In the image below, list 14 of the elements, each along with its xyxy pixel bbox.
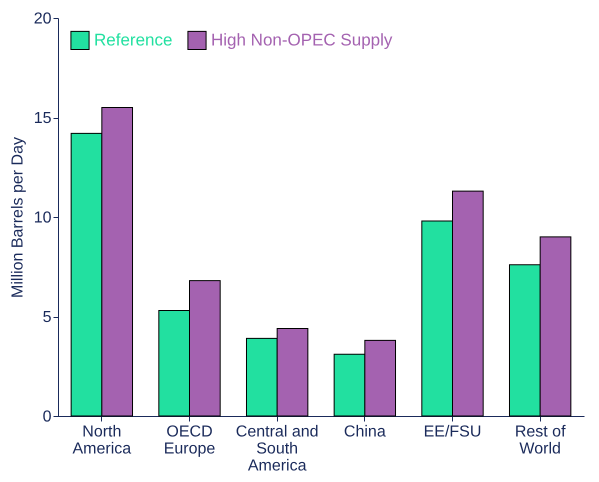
y-axis-title: Million Barrels per Day (10, 137, 27, 298)
y-tick-label: 0 (42, 408, 52, 426)
x-tick-label: Rest of World (514, 424, 566, 458)
y-tick-label: 10 (34, 210, 52, 226)
x-tick-label: North America (72, 424, 132, 458)
y-tick-label: 5 (42, 309, 52, 326)
x-tick-label: China (344, 424, 386, 440)
legend-label: Reference (94, 30, 172, 50)
x-tick-label: EE/FSU (424, 424, 482, 440)
legend-label: High Non-OPEC Supply (211, 30, 393, 50)
x-tick-label: Central and South America (236, 424, 319, 474)
y-tick-label: 15 (34, 110, 52, 127)
x-tick-label: OECD Europe (164, 424, 216, 458)
y-tick-label: 20 (34, 10, 52, 28)
